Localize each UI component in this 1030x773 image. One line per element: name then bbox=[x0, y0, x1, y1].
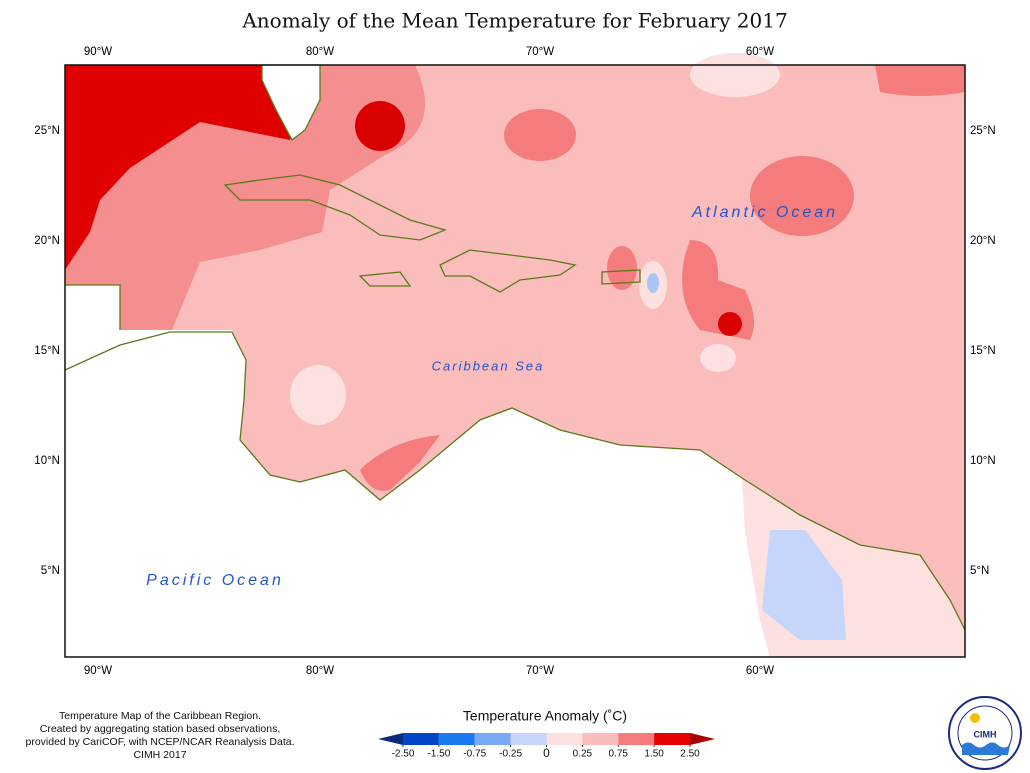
lat-label: 5°N bbox=[970, 565, 989, 577]
coastline bbox=[65, 284, 121, 330]
legend-tick-label: 0 bbox=[543, 746, 550, 760]
map: Atlantic Ocean Caribbean Sea Pacific Oce… bbox=[64, 53, 966, 658]
legend-tick-label: 2.50 bbox=[680, 749, 700, 760]
lon-label: 90°W bbox=[84, 665, 112, 677]
lon-label: 70°W bbox=[526, 665, 554, 677]
anomaly-zone bbox=[750, 156, 854, 236]
logo-water bbox=[962, 742, 1010, 755]
legend-swatch bbox=[618, 733, 655, 745]
legend-tick-label: 0.25 bbox=[573, 749, 593, 760]
logo-sun bbox=[970, 713, 980, 723]
legend-tick-label: 1.50 bbox=[644, 749, 664, 760]
lon-label: 90°W bbox=[84, 46, 112, 58]
lat-label: 15°N bbox=[34, 345, 60, 357]
anomaly-zone bbox=[718, 312, 742, 336]
lat-label: 10°N bbox=[34, 455, 60, 467]
lat-label: 20°N bbox=[970, 235, 996, 247]
ocean-label: Atlantic Ocean bbox=[691, 204, 838, 221]
legend-swatch bbox=[403, 733, 439, 745]
anomaly-zone bbox=[700, 344, 736, 372]
legend-swatch bbox=[474, 733, 511, 745]
anomaly-zone bbox=[504, 109, 576, 161]
map-frame bbox=[64, 64, 966, 658]
coastline bbox=[64, 331, 966, 631]
ocean-label: Pacific Ocean bbox=[146, 572, 284, 589]
caption-line: provided by CariCOF, with NCEP/NCAR Rean… bbox=[25, 736, 294, 748]
legend-swatch bbox=[510, 733, 547, 745]
anomaly-zone bbox=[762, 530, 846, 640]
anomaly-zone bbox=[607, 246, 637, 290]
legend-tick-label: -1.50 bbox=[427, 749, 450, 760]
lat-label: 25°N bbox=[970, 125, 996, 137]
land-white bbox=[65, 285, 770, 657]
legend-tick-label: -2.50 bbox=[392, 749, 415, 760]
anomaly-zone bbox=[65, 65, 320, 270]
lat-label: 5°N bbox=[41, 565, 60, 577]
logo: CIMH bbox=[948, 696, 1022, 770]
jamaica bbox=[358, 271, 412, 287]
florida bbox=[261, 64, 321, 141]
legend-tick-label: -0.75 bbox=[463, 749, 486, 760]
lon-label: 70°W bbox=[526, 46, 554, 58]
anomaly-zone bbox=[360, 435, 440, 491]
legend-swatch bbox=[378, 733, 403, 745]
legend-swatch bbox=[654, 733, 690, 745]
legend-swatch bbox=[690, 733, 715, 745]
lon-label: 80°W bbox=[306, 46, 334, 58]
sea-label: Caribbean Sea bbox=[432, 358, 545, 373]
lon-label: 60°W bbox=[746, 665, 774, 677]
legend-tick-label: 0.75 bbox=[609, 749, 629, 760]
anomaly-zone bbox=[875, 65, 965, 96]
anomaly-zone bbox=[290, 365, 346, 425]
legend-swatch bbox=[438, 733, 475, 745]
logo-text: CIMH bbox=[974, 729, 997, 739]
lat-label: 25°N bbox=[34, 125, 60, 137]
lat-label: 15°N bbox=[970, 345, 996, 357]
anomaly-zone bbox=[690, 53, 780, 97]
caption-line: CIMH 2017 bbox=[133, 749, 186, 761]
hispaniola bbox=[439, 249, 577, 293]
lat-label: 20°N bbox=[34, 235, 60, 247]
caption-line: Temperature Map of the Caribbean Region. bbox=[59, 710, 261, 722]
cuba bbox=[223, 174, 448, 241]
legend-swatch bbox=[546, 733, 583, 745]
lon-label: 80°W bbox=[306, 665, 334, 677]
caption-line: Created by aggregating station based obs… bbox=[40, 723, 281, 735]
legend-title: Temperature Anomaly (˚C) bbox=[463, 708, 627, 724]
puerto-rico bbox=[601, 269, 641, 285]
legend-tick-label: -0.25 bbox=[499, 749, 522, 760]
legend-swatch bbox=[582, 733, 619, 745]
lon-label: 60°W bbox=[746, 46, 774, 58]
logo-ring bbox=[957, 705, 1013, 761]
anomaly-zone bbox=[355, 101, 405, 151]
lat-label: 10°N bbox=[970, 455, 996, 467]
title: Anomaly of the Mean Temperature for Febr… bbox=[241, 9, 787, 33]
anomaly-zone bbox=[647, 273, 659, 293]
